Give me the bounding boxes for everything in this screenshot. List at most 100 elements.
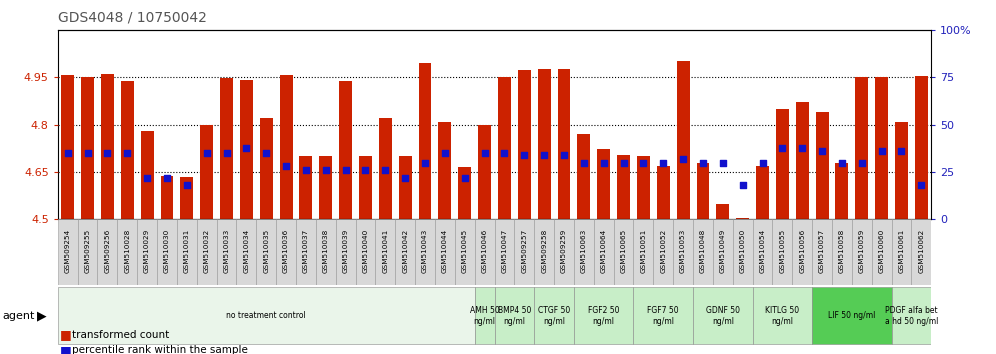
Point <box>258 150 274 156</box>
Bar <box>534 287 574 344</box>
Point <box>100 150 116 156</box>
Text: GSM510054: GSM510054 <box>760 229 766 273</box>
Text: GSM510035: GSM510035 <box>263 229 269 273</box>
Text: GSM510036: GSM510036 <box>283 229 289 273</box>
Bar <box>58 287 475 344</box>
Bar <box>320 156 333 219</box>
Bar <box>498 78 511 219</box>
Point <box>238 145 254 150</box>
Bar <box>438 122 451 219</box>
Bar <box>618 155 630 219</box>
Text: GSM509255: GSM509255 <box>85 229 91 273</box>
Bar <box>633 219 653 285</box>
Point <box>715 160 731 166</box>
Bar <box>696 163 709 219</box>
Text: GSM510037: GSM510037 <box>303 229 309 273</box>
Bar <box>435 219 455 285</box>
Text: GSM510060: GSM510060 <box>878 229 884 273</box>
Bar <box>256 219 276 285</box>
Bar <box>534 219 554 285</box>
Point <box>338 167 354 173</box>
Point <box>80 150 96 156</box>
Text: GSM510055: GSM510055 <box>779 229 786 273</box>
Bar <box>478 125 491 219</box>
Point <box>318 167 334 173</box>
Text: GSM510058: GSM510058 <box>839 229 845 273</box>
Bar <box>378 119 391 219</box>
Point <box>814 148 830 154</box>
Point <box>120 150 135 156</box>
Text: GSM510039: GSM510039 <box>343 229 349 273</box>
Bar <box>852 219 872 285</box>
Text: GSM510038: GSM510038 <box>323 229 329 273</box>
Text: GSM510034: GSM510034 <box>243 229 249 273</box>
Point <box>635 160 651 166</box>
Text: GSM510063: GSM510063 <box>581 229 587 273</box>
Point <box>755 160 771 166</box>
Text: GSM510031: GSM510031 <box>184 229 190 273</box>
Bar <box>676 61 689 219</box>
Bar <box>875 77 888 219</box>
Bar <box>911 219 931 285</box>
Point <box>159 175 175 181</box>
Point <box>893 148 909 154</box>
Bar <box>891 219 911 285</box>
Bar <box>733 219 753 285</box>
Bar <box>574 219 594 285</box>
Bar <box>98 219 118 285</box>
Bar <box>832 219 852 285</box>
Bar <box>816 112 829 219</box>
Point <box>596 160 612 166</box>
Point <box>913 183 929 188</box>
Text: PDGF alfa bet
a hd 50 ng/ml: PDGF alfa bet a hd 50 ng/ml <box>884 306 938 326</box>
Bar <box>359 156 372 219</box>
Bar <box>475 219 494 285</box>
Text: FGF2 50
ng/ml: FGF2 50 ng/ml <box>588 306 620 326</box>
Text: GSM510046: GSM510046 <box>482 229 488 273</box>
Point <box>397 175 413 181</box>
Bar <box>812 219 832 285</box>
Bar <box>895 122 908 219</box>
Bar <box>475 287 494 344</box>
Bar <box>796 102 809 219</box>
Point <box>437 150 453 156</box>
Text: GSM510040: GSM510040 <box>363 229 369 273</box>
Point <box>576 160 592 166</box>
Bar <box>518 69 531 219</box>
Text: GSM510057: GSM510057 <box>819 229 825 273</box>
Point <box>834 160 850 166</box>
Bar <box>753 219 773 285</box>
Bar <box>356 219 375 285</box>
Bar <box>61 75 74 219</box>
Bar <box>118 219 137 285</box>
Bar <box>336 219 356 285</box>
Bar <box>637 156 649 219</box>
Text: GSM510051: GSM510051 <box>640 229 646 273</box>
Text: GDNF 50
ng/ml: GDNF 50 ng/ml <box>706 306 740 326</box>
Point <box>735 183 751 188</box>
Text: GSM510064: GSM510064 <box>601 229 607 273</box>
Text: GSM510028: GSM510028 <box>124 229 130 273</box>
Text: GSM509259: GSM509259 <box>561 229 567 273</box>
Bar <box>578 134 591 219</box>
Text: GSM509258: GSM509258 <box>541 229 547 273</box>
Text: GSM510032: GSM510032 <box>203 229 210 273</box>
Bar <box>375 219 395 285</box>
Text: GSM510065: GSM510065 <box>621 229 626 273</box>
Text: GSM510061: GSM510061 <box>898 229 904 273</box>
Bar <box>216 219 236 285</box>
Text: BMP4 50
ng/ml: BMP4 50 ng/ml <box>498 306 531 326</box>
Bar <box>276 219 296 285</box>
Text: GSM510049: GSM510049 <box>720 229 726 273</box>
Bar <box>915 76 928 219</box>
Bar <box>140 131 153 219</box>
Bar <box>653 219 673 285</box>
Point <box>417 160 433 166</box>
Bar <box>656 166 669 219</box>
Bar <box>78 219 98 285</box>
Point <box>198 150 214 156</box>
Bar <box>200 125 213 219</box>
Bar <box>538 69 551 219</box>
Bar <box>736 218 749 219</box>
Point <box>60 150 76 156</box>
